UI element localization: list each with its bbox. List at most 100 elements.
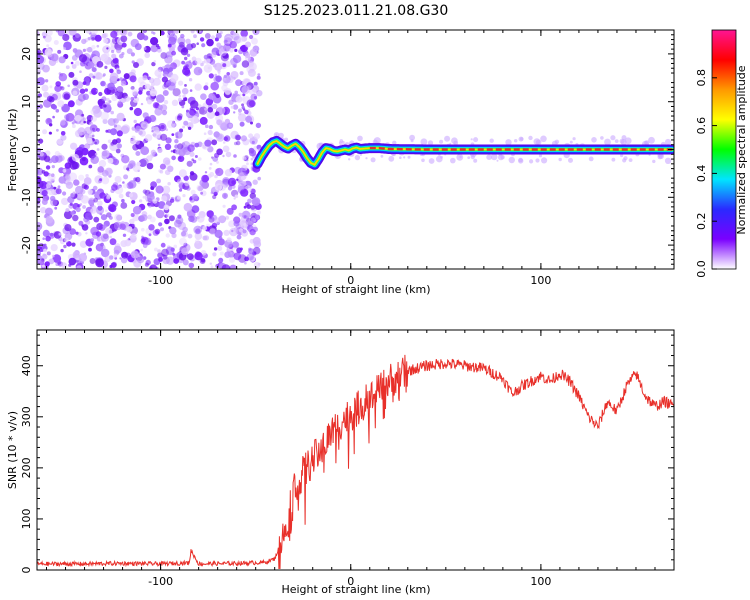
noise-blob <box>121 198 125 203</box>
noise-blob <box>48 131 52 135</box>
snr-ylabel: SNR (10 * v/v) <box>6 411 19 489</box>
noise-blob <box>115 148 121 154</box>
noise-blob <box>109 72 119 82</box>
noise-blob <box>88 199 95 206</box>
noise-blob <box>61 262 67 268</box>
noise-blob <box>173 244 178 249</box>
noise-blob <box>177 113 183 119</box>
noise-blob <box>181 60 186 65</box>
noise-blob <box>214 229 223 238</box>
noise-blob <box>219 251 224 256</box>
noise-blob <box>81 183 88 189</box>
noise-blob <box>157 148 163 153</box>
noise-blob <box>52 104 57 110</box>
noise-blob <box>214 62 223 71</box>
noise-blob <box>122 183 128 189</box>
noise-blob <box>174 219 182 228</box>
noise-blob <box>43 248 47 253</box>
noise-blob <box>222 154 225 158</box>
x-tick-label: -100 <box>148 575 173 588</box>
noise-blob <box>91 89 97 96</box>
noise-blob <box>165 233 170 238</box>
noise-blob <box>132 144 139 151</box>
noise-blob <box>78 54 88 63</box>
noise-blob <box>37 249 42 257</box>
noise-blob <box>107 139 112 144</box>
noise-blob <box>182 226 188 233</box>
halo-blob <box>528 135 533 141</box>
colorbar-tick-label: 0.6 <box>695 117 708 135</box>
noise-blob <box>67 84 70 88</box>
noise-blob <box>62 191 67 196</box>
noise-blob <box>239 247 243 251</box>
noise-blob <box>205 82 209 86</box>
noise-blob <box>130 86 134 90</box>
noise-blob <box>234 48 238 53</box>
noise-blob <box>172 120 176 124</box>
noise-blob <box>53 40 59 45</box>
x-tick-label: 0 <box>347 575 354 588</box>
noise-blob <box>90 207 97 214</box>
noise-blob <box>191 193 198 200</box>
noise-blob <box>202 226 207 231</box>
noise-blob <box>196 42 199 45</box>
noise-blob <box>181 231 187 237</box>
noise-blob <box>62 168 67 173</box>
noise-blob <box>186 53 191 57</box>
noise-blob <box>148 224 155 231</box>
noise-blob <box>41 31 48 38</box>
noise-blob <box>188 59 192 63</box>
noise-blob <box>180 47 189 56</box>
noise-blob <box>44 79 49 83</box>
noise-blob <box>233 111 236 114</box>
y-tick-label: 0 <box>20 146 33 153</box>
noise-blob <box>84 134 90 139</box>
noise-blob <box>60 86 65 91</box>
noise-blob <box>205 124 209 129</box>
noise-blob <box>138 159 147 167</box>
x-tick-label: 0 <box>347 274 354 287</box>
noise-blob <box>155 43 160 48</box>
noise-blob <box>84 126 93 135</box>
noise-blob <box>110 128 117 136</box>
noise-blob <box>208 73 214 79</box>
noise-blob <box>251 197 261 206</box>
noise-blob <box>238 108 242 113</box>
noise-blob <box>214 217 221 224</box>
noise-blob <box>103 38 109 44</box>
noise-blob <box>177 97 182 102</box>
noise-blob <box>222 177 230 185</box>
noise-blob <box>183 120 189 126</box>
noise-blob <box>44 35 52 43</box>
noise-blob <box>233 252 242 261</box>
halo-blob <box>588 156 594 162</box>
y-tick-label: -20 <box>20 236 33 254</box>
colorbar-label: Normalized spectral amplitude <box>735 65 748 234</box>
noise-blob <box>89 30 98 36</box>
noise-blob <box>74 114 82 122</box>
noise-blob <box>158 257 163 262</box>
noise-blob <box>187 253 194 260</box>
halo-blob <box>348 158 351 161</box>
noise-blob <box>148 77 155 84</box>
noise-blob <box>199 37 205 42</box>
halo-blob <box>614 139 619 144</box>
noise-blob <box>40 207 47 214</box>
noise-blob <box>86 137 93 145</box>
noise-blob <box>101 176 110 185</box>
noise-blob <box>190 30 195 34</box>
noise-blob <box>90 155 99 164</box>
noise-blob <box>46 251 51 256</box>
noise-blob <box>91 134 95 138</box>
noise-blob <box>215 75 222 82</box>
noise-blob <box>237 183 245 191</box>
noise-blob <box>224 251 231 258</box>
noise-blob <box>216 119 223 126</box>
noise-blob <box>218 257 224 263</box>
noise-blob <box>94 34 102 42</box>
noise-blob <box>44 48 53 56</box>
noise-blob <box>243 205 247 209</box>
noise-blob <box>178 182 186 190</box>
noise-blob <box>144 83 151 90</box>
